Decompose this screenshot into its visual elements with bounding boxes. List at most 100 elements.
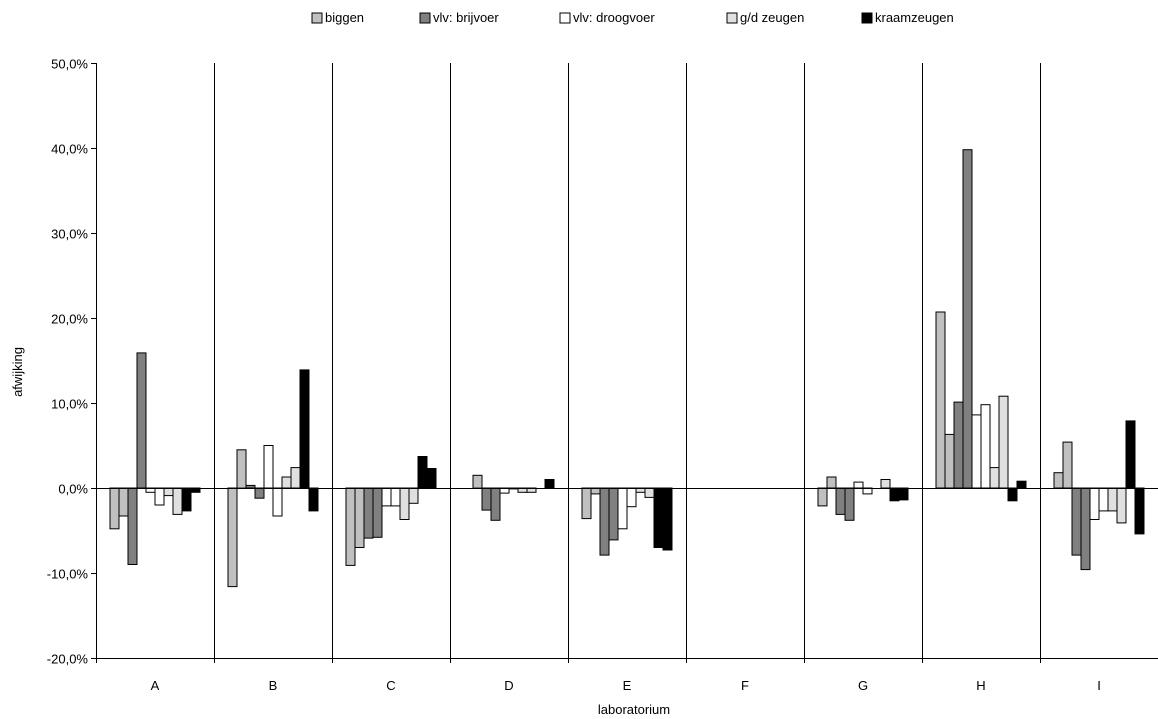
bar bbox=[889, 487, 900, 502]
legend-swatch bbox=[311, 12, 323, 24]
legend-label: kraamzeugen bbox=[875, 10, 954, 25]
legend-swatch bbox=[861, 12, 873, 24]
legend-swatch bbox=[726, 12, 738, 24]
y-axis-ticks: -20,0% -10,0% 0,0% 10,0% 20,0% 30,0% 40,0% 50,0… bbox=[47, 57, 96, 667]
legend-item: g/d zeugen bbox=[726, 10, 804, 25]
bar bbox=[980, 404, 991, 489]
y-tick-label: 0,0% bbox=[58, 482, 88, 497]
axes bbox=[96, 63, 1158, 659]
bar bbox=[935, 311, 946, 489]
bar bbox=[109, 487, 120, 530]
bar bbox=[426, 468, 437, 489]
y-tick-label: 20,0% bbox=[51, 312, 88, 327]
bar bbox=[481, 487, 492, 511]
bars bbox=[109, 149, 1145, 588]
bar bbox=[154, 487, 165, 506]
bar bbox=[853, 481, 864, 489]
bar bbox=[608, 487, 619, 541]
bar bbox=[308, 487, 319, 512]
x-tick-label: H bbox=[976, 678, 985, 693]
bar bbox=[898, 487, 909, 501]
y-tick-label: 40,0% bbox=[51, 142, 88, 157]
bar bbox=[581, 487, 592, 520]
x-tick-label: D bbox=[504, 678, 513, 693]
bar bbox=[989, 467, 1000, 489]
bar bbox=[272, 487, 283, 517]
bar bbox=[626, 487, 637, 508]
y-axis-title: afwijking bbox=[10, 347, 25, 397]
legend-item: vlv: brijvoer bbox=[419, 10, 499, 25]
y-tick-label: 30,0% bbox=[51, 227, 88, 242]
bar bbox=[408, 487, 419, 504]
y-tick-label: -10,0% bbox=[47, 567, 89, 582]
bar bbox=[472, 474, 483, 489]
bar bbox=[299, 369, 310, 489]
bar bbox=[1098, 487, 1109, 512]
x-tick-label: F bbox=[741, 678, 749, 693]
x-tick-label: C bbox=[386, 678, 395, 693]
x-axis-title: laboratorium bbox=[598, 702, 670, 717]
bar bbox=[372, 487, 383, 538]
bar bbox=[390, 487, 401, 507]
bar bbox=[136, 352, 147, 489]
legend-label: g/d zeugen bbox=[740, 10, 804, 25]
bar bbox=[181, 487, 192, 512]
bar bbox=[245, 484, 256, 489]
bar bbox=[399, 487, 410, 520]
bar bbox=[236, 449, 247, 489]
category-dividers bbox=[214, 63, 1041, 658]
bar bbox=[417, 456, 428, 489]
bar bbox=[1071, 487, 1082, 556]
x-tick-label: E bbox=[623, 678, 632, 693]
legend-swatch bbox=[559, 12, 571, 24]
bar bbox=[953, 401, 964, 489]
legend-item: kraamzeugen bbox=[861, 10, 954, 25]
bar bbox=[835, 487, 846, 515]
y-tick-label: -20,0% bbox=[47, 652, 89, 667]
bar bbox=[290, 467, 301, 489]
bar bbox=[281, 476, 292, 489]
bar bbox=[1007, 487, 1018, 502]
bar bbox=[363, 487, 374, 539]
bar bbox=[172, 487, 183, 515]
x-axis-labels: A B C D E F G H I bbox=[96, 658, 1101, 693]
bar bbox=[962, 149, 973, 489]
bar bbox=[998, 395, 1009, 489]
bar bbox=[1089, 487, 1100, 520]
legend-swatch bbox=[419, 12, 431, 24]
x-tick-label: B bbox=[269, 678, 278, 693]
x-tick-label: A bbox=[151, 678, 160, 693]
legend-item: biggen bbox=[311, 10, 364, 25]
bar bbox=[944, 433, 955, 489]
bar bbox=[817, 487, 828, 507]
x-tick-label: G bbox=[858, 678, 868, 693]
bar bbox=[163, 487, 174, 497]
legend: biggen vlv: brijvoer vlv: droogvoer g/d zeu… bbox=[311, 10, 954, 25]
bar bbox=[1107, 487, 1118, 512]
bar bbox=[1125, 420, 1136, 489]
bar bbox=[127, 487, 138, 565]
bar bbox=[971, 414, 982, 489]
legend-label: vlv: brijvoer bbox=[433, 10, 499, 25]
bar bbox=[490, 487, 501, 521]
bar bbox=[1062, 441, 1073, 489]
bar bbox=[544, 479, 555, 489]
legend-label: vlv: droogvoer bbox=[573, 10, 655, 25]
bar bbox=[880, 479, 891, 489]
bar bbox=[1134, 487, 1145, 535]
bar bbox=[644, 487, 655, 498]
bar bbox=[826, 476, 837, 489]
bar bbox=[617, 487, 628, 530]
bar bbox=[1080, 487, 1091, 571]
legend-label: biggen bbox=[325, 10, 364, 25]
x-tick-label: I bbox=[1097, 678, 1101, 693]
bar bbox=[662, 487, 673, 551]
bar bbox=[254, 487, 265, 499]
bar bbox=[1116, 487, 1127, 524]
legend-item: vlv: droogvoer bbox=[559, 10, 655, 25]
bar bbox=[599, 487, 610, 556]
bar bbox=[227, 487, 238, 588]
bar bbox=[345, 487, 356, 566]
